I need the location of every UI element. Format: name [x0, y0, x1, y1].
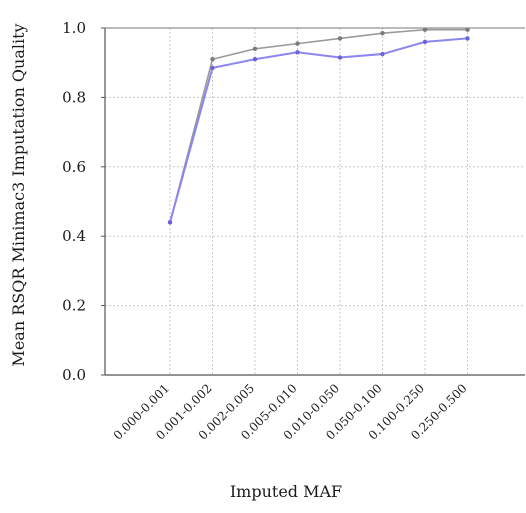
y-tick-labels: 0.0 0.2 0.4 0.6 0.8 1.0	[62, 19, 86, 384]
y-tick-label: 0.4	[62, 227, 86, 245]
series-2-point	[252, 57, 258, 62]
series-2-point	[422, 39, 428, 45]
series-line-1	[169, 28, 468, 223]
series-1-point	[465, 27, 470, 32]
y-axis-title: Mean RSQR Minimac3 Imputation Quality	[9, 23, 28, 366]
series-2-point	[337, 55, 343, 60]
y-tick-label: 0.0	[62, 366, 86, 384]
series-1-point	[210, 57, 215, 62]
grid-layer	[105, 28, 525, 375]
y-tick-label: 0.8	[62, 88, 86, 106]
series-line-2	[169, 37, 468, 223]
series-1-point	[380, 31, 385, 36]
series-1-point	[295, 41, 300, 46]
series-2-point	[167, 220, 173, 225]
series-1-point	[337, 36, 343, 41]
y-tick-label: 0.6	[62, 158, 86, 176]
x-tick-labels: 0.000-0.0010.001-0.0020.002-0.0050.005-0…	[111, 381, 470, 442]
y-tick-label: 1.0	[62, 19, 86, 37]
series-2-point	[210, 65, 215, 71]
x-axis-title: Imputed MAF	[230, 482, 342, 501]
series-layer	[167, 27, 470, 225]
series-2-point	[465, 36, 470, 41]
series-2-point	[380, 51, 385, 57]
series-2-point	[295, 50, 300, 55]
y-tick-label: 0.2	[62, 297, 86, 315]
axes-layer	[101, 27, 525, 376]
series-1-point	[252, 46, 258, 52]
series-1-point	[422, 27, 428, 32]
